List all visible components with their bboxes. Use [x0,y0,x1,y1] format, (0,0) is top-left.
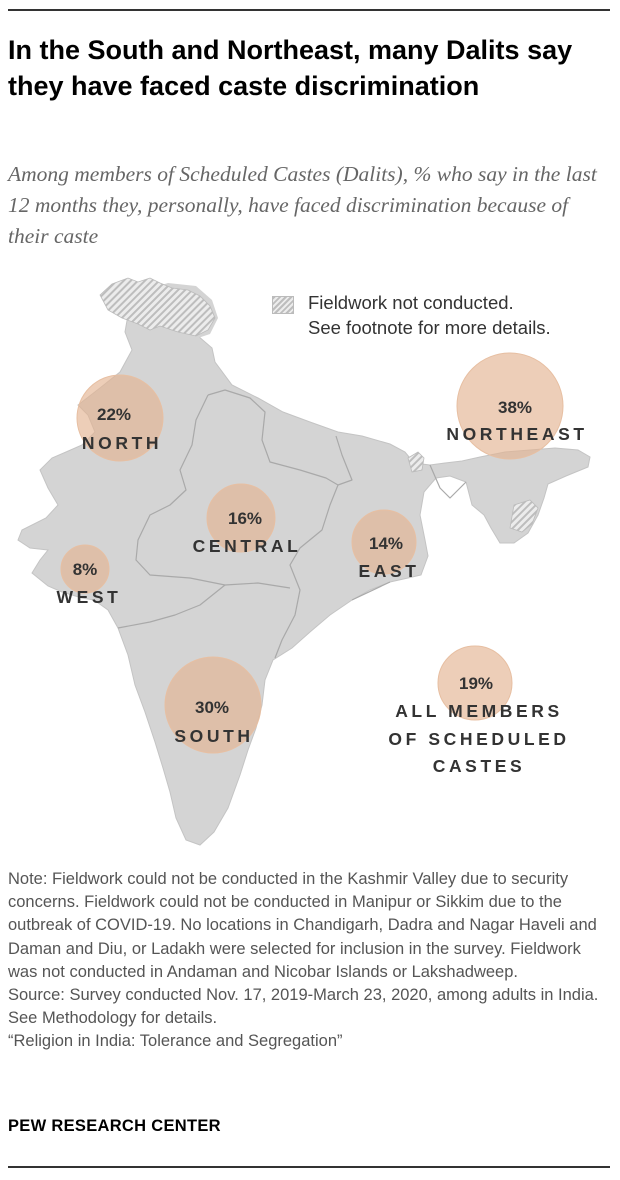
overall-label-line-1: ALL MEMBERS [395,701,563,721]
chart-subtitle: Among members of Scheduled Castes (Dalit… [8,162,597,248]
value-label-west: 8% [73,560,98,579]
bubbles [60,352,564,754]
hatched-swatch [272,296,294,314]
region-label-south: SOUTH [174,726,253,746]
region-label-west: WEST [57,587,122,607]
overall-label-line-3: CASTES [433,756,526,776]
brand-logo-text: PEW RESEARCH CENTER [8,1117,221,1135]
bubble-overall [437,645,513,721]
manipur-hatched [509,499,539,533]
note-text: Note: Fieldwork could not be conducted i… [8,870,597,981]
bubble-west [60,544,110,594]
legend-line-1: Fieldwork not conducted. [308,292,514,313]
value-label-northeast: 38% [498,398,532,417]
bottom-rule [8,1166,610,1168]
india-map: 22% 38% 16% 14% 8% 30% 19% NORTH NORTHEA… [17,277,591,846]
value-label-overall: 19% [459,674,493,693]
bubble-central [206,483,276,553]
region-boundaries [117,389,467,659]
kashmir-hatched [99,277,216,337]
bubble-northeast [456,352,564,460]
legend-line-2: See footnote for more details. [308,317,551,338]
region-label-north: NORTH [82,433,162,453]
value-label-east: 14% [369,534,403,553]
value-label-north: 22% [97,405,131,424]
value-label-south: 30% [195,698,229,717]
source-text: Source: Survey conducted Nov. 17, 2019-M… [8,986,599,1028]
bubble-south [164,656,262,754]
report-title: “Religion in India: Tolerance and Segreg… [8,1032,343,1051]
mainland-shape [17,314,591,846]
region-label-central: CENTRAL [193,536,302,556]
bubble-east [351,509,417,575]
value-label-central: 16% [228,509,262,528]
footnote: Note: Fieldwork could not be conducted i… [8,868,612,1054]
region-label-northeast: NORTHEAST [446,424,587,444]
overall-label-line-2: OF SCHEDULED [388,729,569,749]
bubble-north [76,374,164,462]
chart-title: In the South and Northeast, many Dalits … [8,35,573,101]
sikkim-hatched [407,451,425,473]
region-label-east: EAST [358,561,419,581]
top-rule [8,9,610,11]
